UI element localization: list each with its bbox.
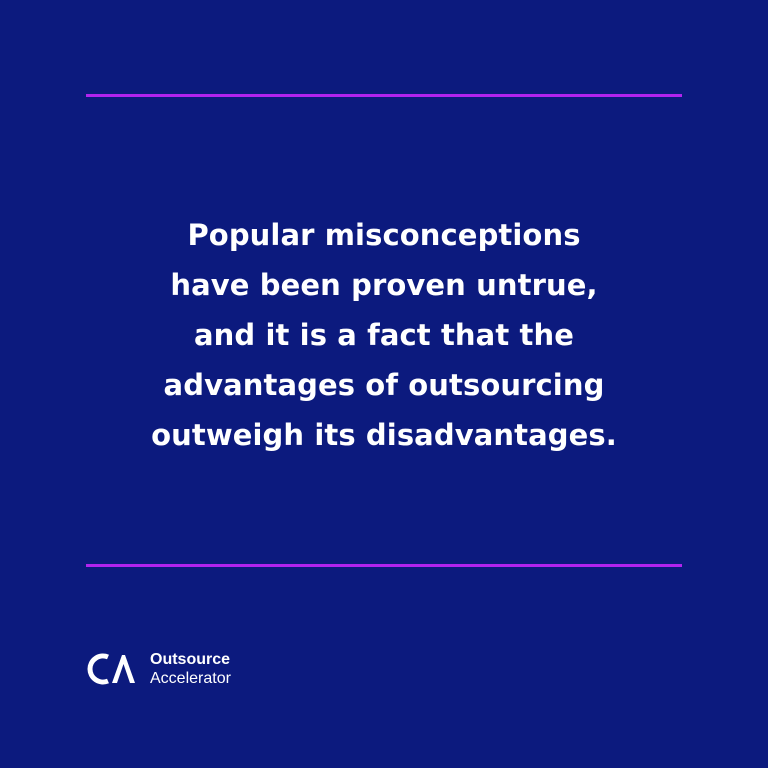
quote-text: Popular misconceptions have been proven … <box>60 210 708 460</box>
brand-name-line2: Accelerator <box>150 670 231 687</box>
bottom-divider <box>86 564 682 567</box>
quote-line: and it is a fact that the <box>194 318 574 352</box>
quote-line: have been proven untrue, <box>170 268 598 302</box>
brand-logo: Outsource Accelerator <box>86 648 231 690</box>
top-divider <box>86 94 682 97</box>
brand-name-line1: Outsource <box>150 651 231 668</box>
brand-name: Outsource Accelerator <box>150 650 231 688</box>
quote-line: advantages of outsourcing <box>163 368 605 402</box>
outsource-accelerator-logo-icon <box>87 653 135 685</box>
quote-line: Popular misconceptions <box>187 218 581 252</box>
quote-line: outweigh its disadvantages. <box>151 418 617 452</box>
